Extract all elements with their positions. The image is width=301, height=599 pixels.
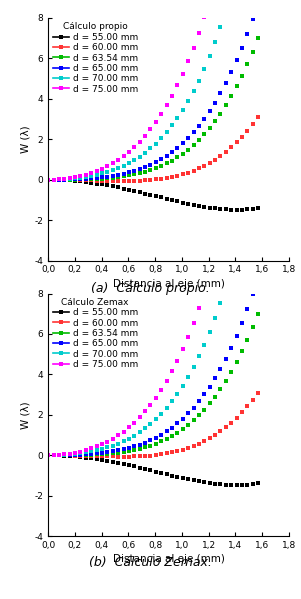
Text: (a)  Cálculo propio.: (a) Cálculo propio. [91, 282, 210, 295]
Legend: d = 55.00 mm, d = 60.00 mm, d = 63.54 mm, d = 65.00 mm, d = 70.00 mm, d = 75.00 : d = 55.00 mm, d = 60.00 mm, d = 63.54 mm… [51, 21, 140, 95]
X-axis label: Distancia al eje (mm): Distancia al eje (mm) [113, 279, 225, 289]
Legend: d = 55.00 mm, d = 60.00 mm, d = 63.54 mm, d = 65.00 mm, d = 70.00 mm, d = 75.00 : d = 55.00 mm, d = 60.00 mm, d = 63.54 mm… [51, 297, 140, 371]
Y-axis label: W (λ): W (λ) [20, 401, 30, 429]
X-axis label: Distancia al eje (mm): Distancia al eje (mm) [113, 554, 225, 564]
Text: (b)  Cálculo Zemax.: (b) Cálculo Zemax. [89, 556, 212, 569]
Y-axis label: W (λ): W (λ) [20, 125, 30, 153]
